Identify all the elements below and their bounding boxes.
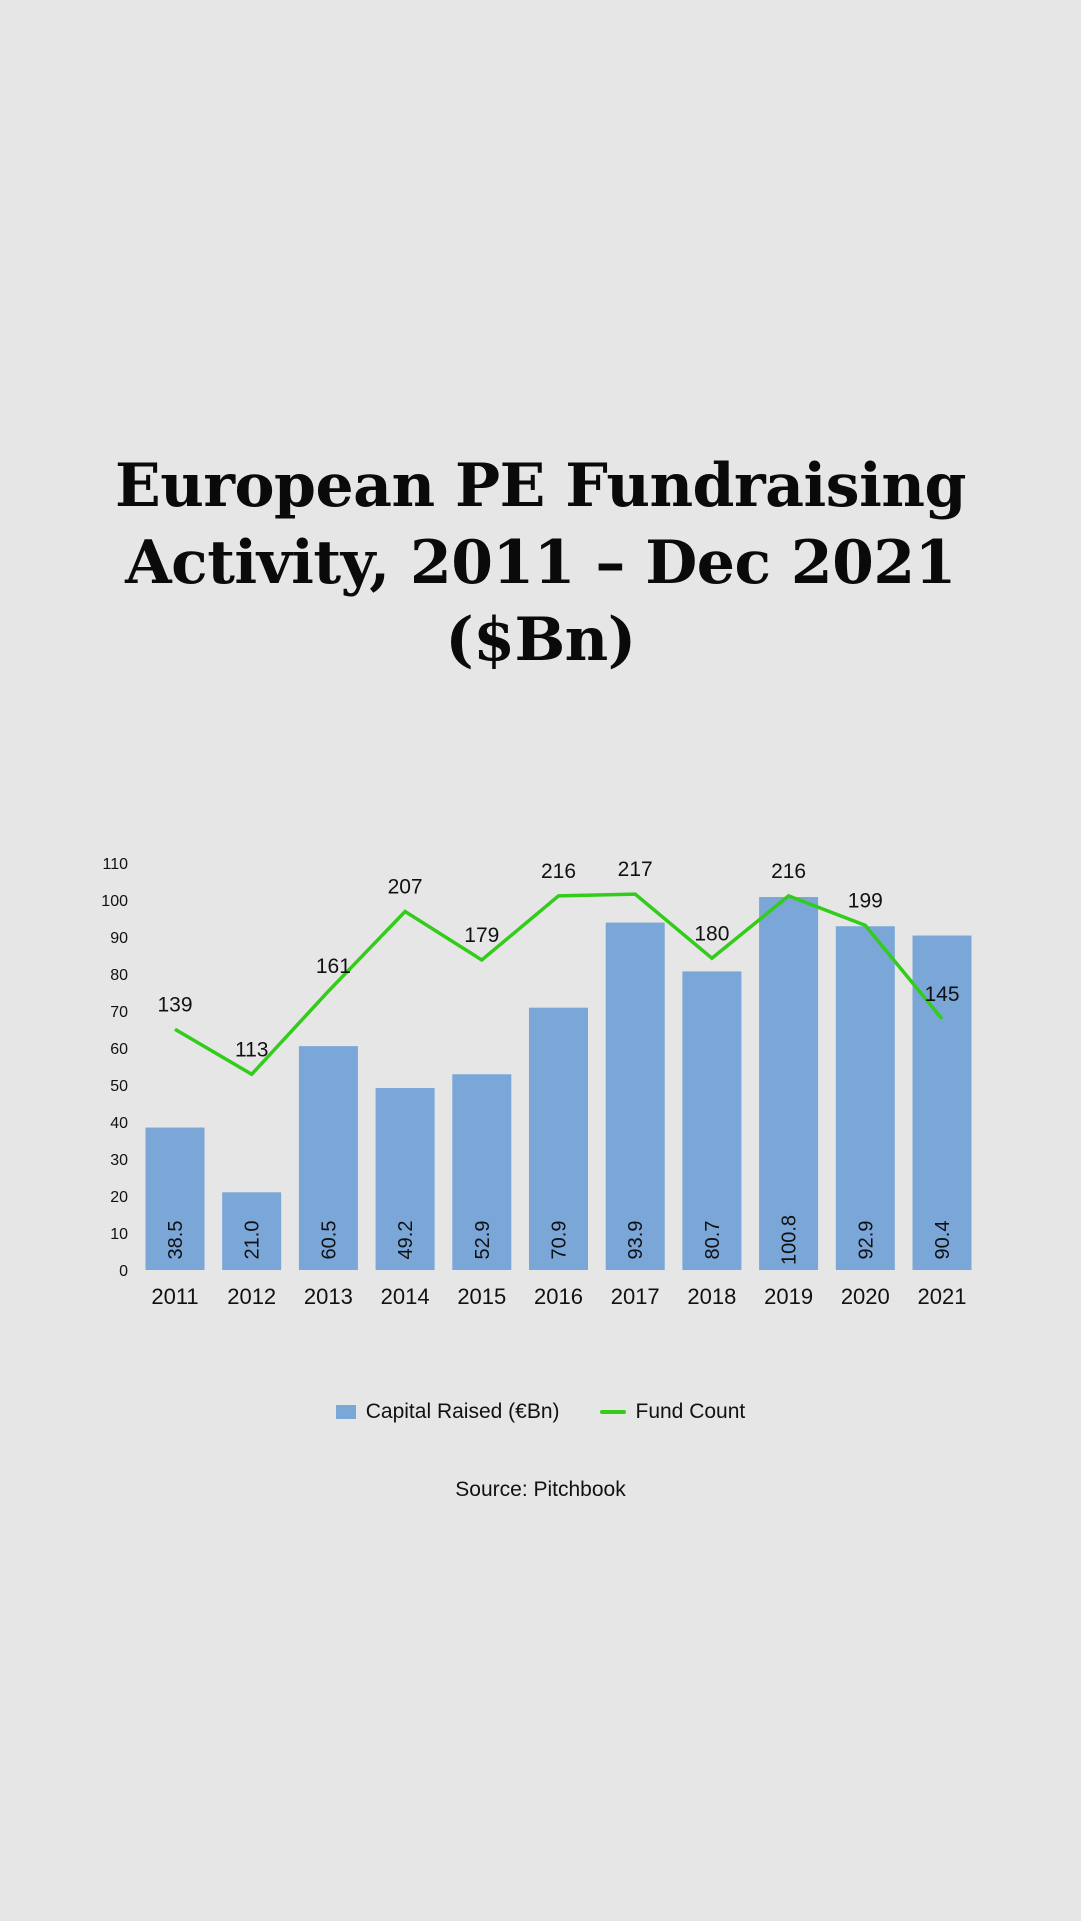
bar-2017 xyxy=(605,922,665,1270)
fund-count-label: 179 xyxy=(464,924,499,947)
bar-2012 xyxy=(222,1192,282,1270)
x-tick-label: 2015 xyxy=(457,1284,506,1309)
bar-2014 xyxy=(375,1087,435,1270)
fund-count-label: 199 xyxy=(848,889,883,912)
y-tick-label: 80 xyxy=(110,967,128,984)
legend-item-fund-count: Fund Count xyxy=(599,1400,746,1424)
y-tick-label: 60 xyxy=(110,1041,128,1058)
x-tick-label: 2016 xyxy=(534,1284,583,1309)
combo-chart: 0 10 20 30 40 50 60 70 80 90 100 110 38.5 21.0 60.5 49.… xyxy=(101,856,972,1309)
x-tick-label: 2021 xyxy=(918,1284,967,1309)
y-tick-label: 40 xyxy=(110,1115,128,1132)
bar-value-label: 52.9 xyxy=(472,1221,494,1260)
y-tick-label: 20 xyxy=(110,1189,128,1206)
bar-value-label: 80.7 xyxy=(702,1221,724,1260)
bar-swatch-icon xyxy=(335,1405,356,1419)
y-tick-label: 50 xyxy=(110,1078,128,1095)
chart-title-line-3: ($Bn) xyxy=(445,605,636,675)
bar-value-label: 21.0 xyxy=(242,1221,264,1260)
y-tick-label: 70 xyxy=(110,1004,128,1021)
y-tick-label: 110 xyxy=(102,856,128,873)
bar-value-label: 90.4 xyxy=(932,1221,954,1260)
bar-2011 xyxy=(145,1127,205,1270)
chart-title-line-1: European PE Fundraising xyxy=(115,451,966,521)
bar-value-label: 92.9 xyxy=(855,1221,877,1260)
line-swatch-icon xyxy=(599,1410,626,1414)
source-note: Source: Pitchbook xyxy=(455,1478,626,1501)
x-tick-label: 2019 xyxy=(764,1284,813,1309)
bar-value-label: 49.2 xyxy=(395,1221,417,1260)
fund-count-label: 145 xyxy=(924,983,959,1006)
fund-count-label: 216 xyxy=(771,860,806,883)
bar-value-label: 38.5 xyxy=(165,1221,187,1260)
legend-item-capital: Capital Raised (€Bn) xyxy=(335,1400,560,1424)
x-tick-label: 2018 xyxy=(687,1284,736,1309)
fund-count-label: 217 xyxy=(618,858,653,881)
x-tick-label: 2013 xyxy=(304,1284,353,1309)
bar-2019 xyxy=(759,897,819,1270)
bar-value-label: 60.5 xyxy=(318,1221,340,1260)
x-tick-label: 2017 xyxy=(611,1284,660,1309)
bar-2021 xyxy=(912,935,972,1270)
bar-2020 xyxy=(835,926,895,1270)
x-tick-label: 2014 xyxy=(381,1284,430,1309)
y-tick-label: 90 xyxy=(110,930,128,947)
x-tick-label: 2020 xyxy=(841,1284,890,1309)
legend-label-capital: Capital Raised (€Bn) xyxy=(365,1400,560,1423)
fund-count-line xyxy=(174,892,944,1077)
y-tick-label: 30 xyxy=(110,1152,128,1169)
fund-count-label: 180 xyxy=(694,922,729,945)
chart-legend: Capital Raised (€Bn) Fund Count xyxy=(0,1400,1081,1424)
legend-label-fund-count: Fund Count xyxy=(635,1400,746,1423)
bar-2013 xyxy=(298,1046,358,1270)
y-tick-label: 0 xyxy=(119,1263,128,1280)
fund-count-label: 139 xyxy=(157,993,192,1016)
chart-title-line-2: Activity, 2011 – Dec 2021 xyxy=(125,528,956,598)
bar-value-label: 93.9 xyxy=(625,1221,647,1260)
fund-count-label: 113 xyxy=(235,1038,268,1061)
bar-value-label: 100.8 xyxy=(779,1215,801,1265)
bar-2015 xyxy=(452,1074,512,1270)
fund-count-label: 207 xyxy=(388,875,423,898)
chart-title: European PE Fundraising Activity, 2011 –… xyxy=(0,448,1081,679)
bar-2016 xyxy=(529,1007,588,1270)
y-tick-label: 100 xyxy=(101,893,128,910)
fund-count-label: 161 xyxy=(316,955,351,978)
y-tick-label: 10 xyxy=(110,1226,128,1243)
fund-count-label: 216 xyxy=(541,860,576,883)
x-tick-label: 2011 xyxy=(151,1284,198,1309)
bar-value-label: 70.9 xyxy=(549,1221,571,1260)
bar-2018 xyxy=(682,971,742,1270)
x-tick-label: 2012 xyxy=(227,1284,276,1309)
